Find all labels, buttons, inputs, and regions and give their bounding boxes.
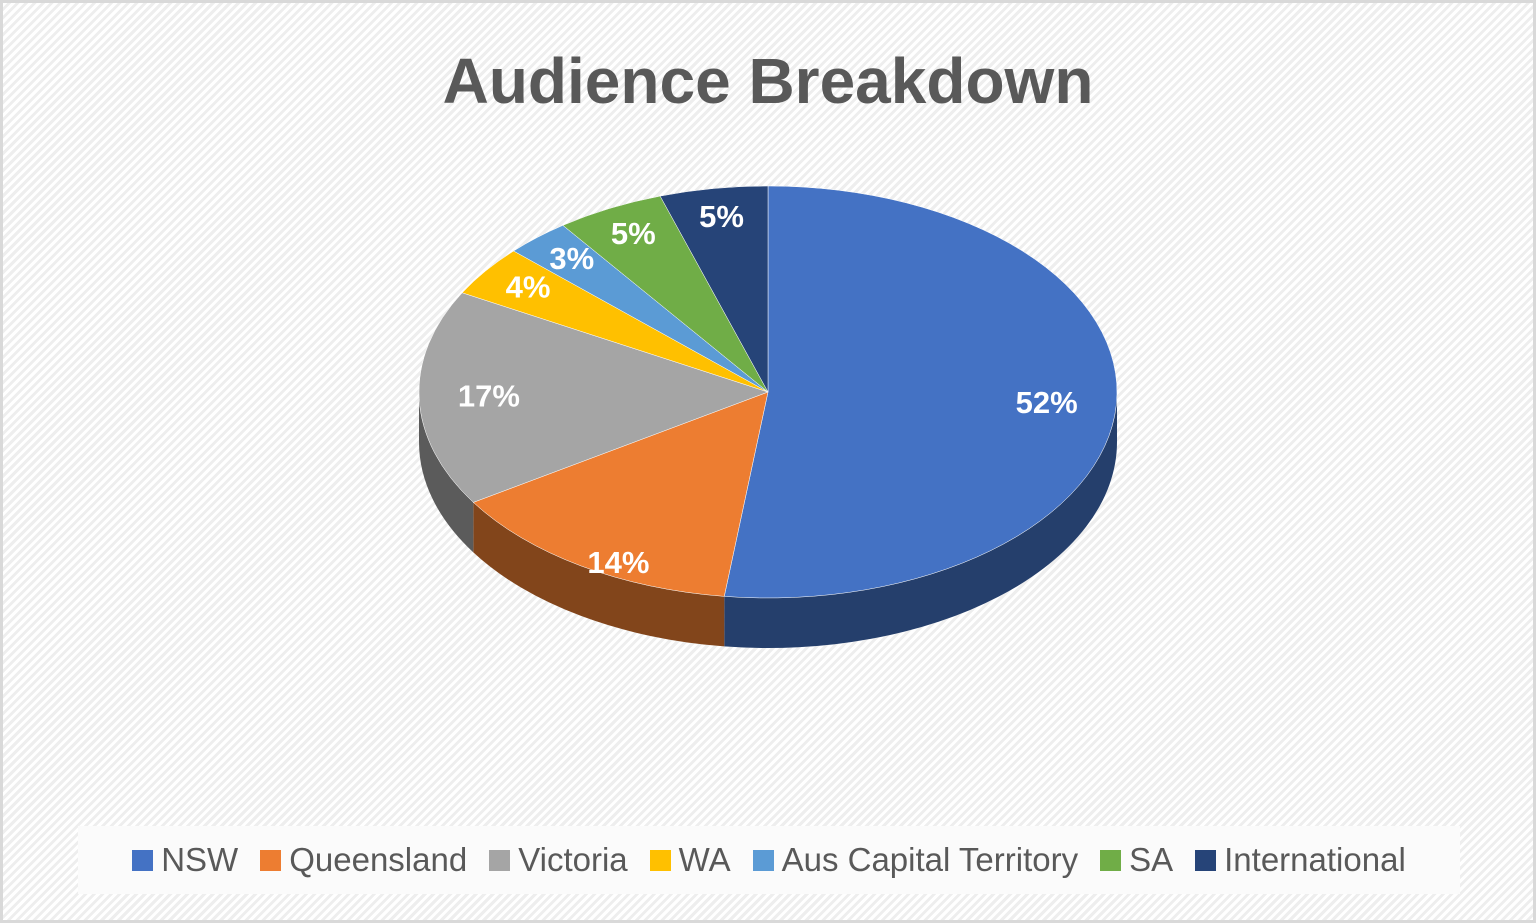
data-label: 14% xyxy=(587,545,649,580)
legend-label: International xyxy=(1224,841,1406,878)
legend-swatch xyxy=(489,849,511,871)
legend-label: Victoria xyxy=(518,841,628,878)
legend-item: International xyxy=(1195,841,1406,879)
legend-item: Victoria xyxy=(489,841,628,879)
legend-item: Aus Capital Territory xyxy=(752,841,1079,879)
legend-label: WA xyxy=(678,841,731,878)
legend-item: WA xyxy=(649,841,731,879)
pie-slice-queensland xyxy=(472,391,769,597)
legend-item: SA xyxy=(1100,841,1173,879)
pie-slice-victoria xyxy=(418,292,769,503)
legend-swatch xyxy=(1100,849,1122,871)
legend-label: Queensland xyxy=(289,841,468,878)
legend: NSW Queensland Victoria WA Aus Capital Terri… xyxy=(78,826,1460,894)
legend-label: NSW xyxy=(161,841,239,878)
data-label: 5% xyxy=(699,199,744,234)
legend-swatch xyxy=(260,849,282,871)
legend-swatch xyxy=(1195,849,1217,871)
legend-item: NSW xyxy=(132,841,238,879)
data-label: 5% xyxy=(611,216,656,251)
data-label: 52% xyxy=(1016,385,1078,420)
legend-label: SA xyxy=(1129,841,1174,878)
pie-slice-international xyxy=(659,185,769,393)
legend-swatch xyxy=(649,849,671,871)
legend-swatch xyxy=(752,849,774,871)
data-label: 4% xyxy=(506,269,551,304)
legend-item: Queensland xyxy=(260,841,467,879)
pie-side-0 xyxy=(724,392,1117,648)
pie-side-1 xyxy=(473,502,725,647)
legend-swatch xyxy=(132,849,154,871)
data-label: 3% xyxy=(549,241,594,276)
pie-slice-nsw xyxy=(723,185,1118,599)
legend-label: Aus Capital Territory xyxy=(781,841,1079,878)
data-label: 17% xyxy=(458,379,520,414)
chart-title: Audience Breakdown xyxy=(442,45,1094,117)
